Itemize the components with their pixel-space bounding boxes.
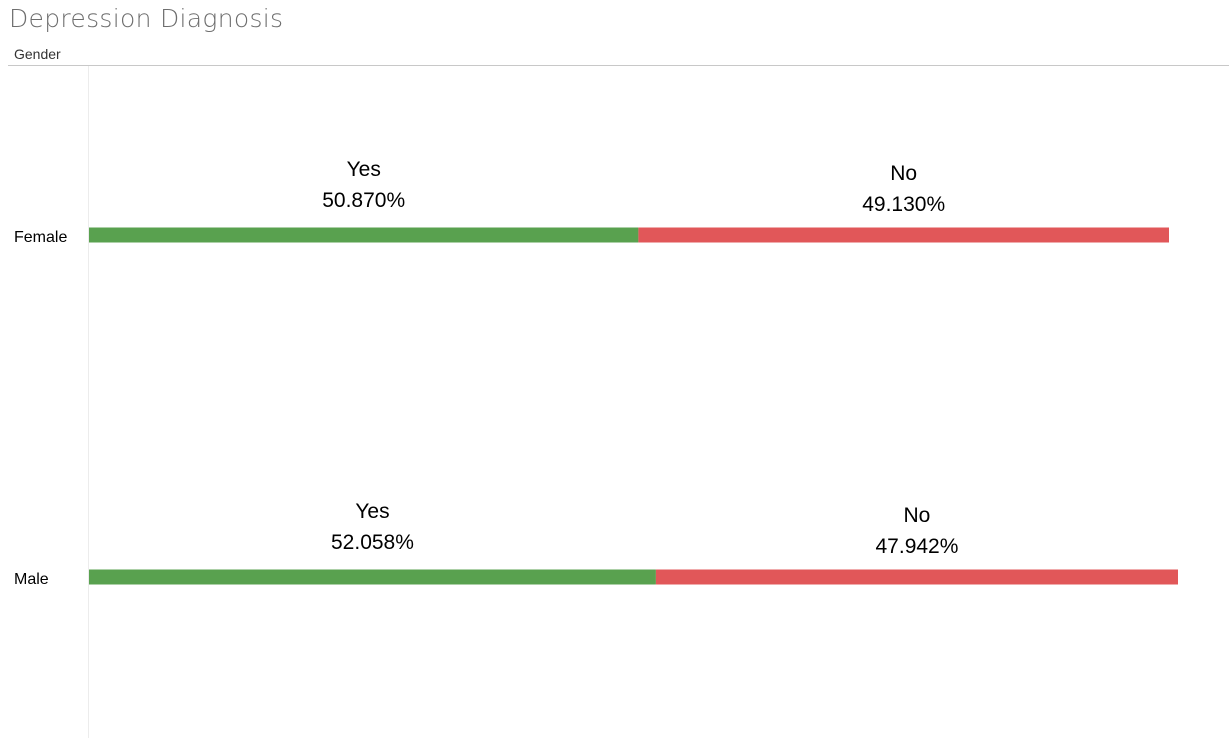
data-label-male-yes: 52.058% — [331, 531, 414, 554]
segment-name-male-no: No — [904, 504, 931, 527]
data-label-male-no: 47.942% — [876, 535, 959, 558]
bar-male-yes — [89, 569, 656, 585]
bar-male-no — [655, 569, 1178, 585]
segment-name-male-yes: Yes — [355, 500, 389, 523]
data-label-female-no: 49.130% — [862, 193, 945, 216]
data-label-female-yes: 50.870% — [322, 189, 405, 212]
gender-column-header: Gender — [14, 46, 61, 62]
row-header-divider — [88, 66, 89, 738]
page-title: Depression Diagnosis — [9, 4, 284, 33]
segment-name-female-yes: Yes — [347, 158, 381, 181]
row-label-female: Female — [14, 229, 67, 246]
bar-female-yes — [89, 227, 639, 243]
header-divider — [8, 65, 1229, 66]
bar-female-no — [638, 227, 1169, 243]
row-label-male: Male — [14, 571, 49, 588]
segment-name-female-no: No — [890, 162, 917, 185]
